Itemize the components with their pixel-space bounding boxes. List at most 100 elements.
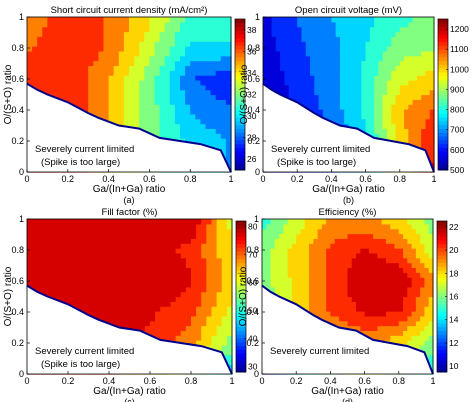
heatmap-cell: [374, 123, 380, 129]
heatmap-cell: [226, 228, 233, 235]
heatmap-cell: [271, 26, 277, 33]
heatmap-cell: [343, 301, 349, 307]
heatmap-cell: [296, 243, 302, 249]
heatmap-cell: [211, 286, 218, 293]
heatmap-cell: [47, 219, 54, 225]
heatmap-cell: [170, 223, 177, 230]
heatmap-cell: [275, 75, 281, 81]
heatmap-cell: [83, 301, 90, 307]
colorbar-tick-label: 30: [247, 111, 257, 121]
heatmap-cell: [284, 41, 290, 47]
heatmap-cell: [357, 123, 362, 129]
heatmap-cell: [216, 320, 223, 327]
heatmap-cell: [351, 223, 357, 230]
heatmap-cell: [395, 70, 401, 76]
heatmap-cell: [27, 50, 33, 57]
heatmap-cell: [196, 267, 202, 273]
heatmap-cell: [314, 104, 320, 110]
heatmap-cell: [296, 238, 302, 244]
heatmap-cell: [262, 243, 267, 249]
heatmap-cell: [216, 243, 223, 249]
heatmap-cell: [200, 104, 207, 110]
colorbar-segment: [235, 49, 245, 54]
heatmap-cell: [62, 94, 69, 100]
heatmap-cell: [195, 31, 201, 37]
heatmap-cell: [271, 36, 277, 42]
heatmap-cell: [129, 320, 136, 327]
heatmap-cell: [134, 248, 141, 254]
heatmap-cell: [408, 118, 414, 125]
heatmap-cell: [37, 262, 43, 269]
heatmap-cell: [361, 36, 367, 42]
heatmap-cell: [361, 89, 367, 96]
colorbar-segment: [235, 94, 245, 99]
heatmap-cell: [37, 281, 43, 288]
heatmap-cell: [211, 243, 218, 249]
colorbar-segment: [438, 147, 448, 152]
heatmap-cell: [395, 75, 401, 81]
heatmap-cell: [159, 84, 166, 91]
heatmap-cell: [164, 99, 171, 105]
heatmap-cell: [347, 291, 353, 298]
heatmap-cell: [169, 41, 176, 47]
heatmap-cell: [47, 70, 54, 76]
heatmap-cell: [364, 272, 370, 278]
heatmap-cell: [369, 104, 375, 110]
heatmap-cell: [292, 84, 298, 91]
heatmap-cell: [344, 46, 350, 52]
heatmap-cell: [144, 123, 150, 129]
heatmap-cell: [296, 252, 302, 259]
heatmap-cell: [68, 219, 74, 225]
heatmap-cell: [360, 315, 366, 322]
heatmap-cell: [365, 128, 371, 134]
heatmap-cell: [150, 311, 156, 317]
heatmap-cell: [296, 291, 302, 298]
heatmap-cell: [205, 46, 212, 52]
heatmap-cell: [280, 31, 285, 37]
heatmap-cell: [52, 17, 59, 23]
heatmap-cell: [174, 65, 181, 71]
heatmap-cell: [174, 60, 181, 67]
heatmap-cell: [343, 257, 349, 264]
heatmap-cell: [205, 75, 212, 81]
heatmap-cell: [327, 65, 332, 71]
heatmap-cell: [305, 60, 311, 67]
heatmap-cell: [170, 325, 177, 331]
heatmap-cell: [211, 315, 218, 322]
heatmap-cell: [310, 31, 315, 37]
heatmap-cell: [114, 233, 120, 239]
heatmap-cell: [119, 257, 125, 264]
heatmap-cell: [88, 311, 95, 317]
heatmap-cell: [72, 75, 79, 81]
heatmap-cell: [129, 109, 135, 115]
heatmap-cell: [361, 99, 367, 105]
heatmap-cell: [144, 31, 150, 37]
x-tick-label: 1: [431, 174, 436, 184]
heatmap-cell: [331, 55, 337, 62]
heatmap-cell: [129, 223, 136, 230]
heatmap-cell: [343, 243, 349, 249]
heatmap-cell: [369, 89, 375, 96]
heatmap-cell: [175, 306, 182, 312]
heatmap-cell: [301, 46, 307, 52]
heatmap-cell: [195, 113, 201, 120]
heatmap-cell: [395, 36, 401, 42]
heatmap-cell: [139, 70, 145, 76]
heatmap-cell: [322, 89, 328, 96]
heatmap-cell: [391, 79, 397, 86]
heatmap-cell: [88, 243, 95, 249]
heatmap-cell: [32, 228, 38, 235]
heatmap-cell: [180, 70, 186, 76]
heatmap-cell: [191, 335, 197, 341]
heatmap-cell: [352, 89, 358, 96]
heatmap-cell: [262, 257, 267, 264]
heatmap-cell: [195, 21, 201, 28]
heatmap-cell: [326, 228, 331, 235]
colorbar-segment: [438, 37, 448, 43]
heatmap-cell: [322, 65, 328, 71]
heatmap-cell: [321, 219, 327, 225]
heatmap-cell: [344, 113, 350, 120]
heatmap-cell: [226, 267, 233, 273]
colorbar-segment: [235, 75, 245, 80]
